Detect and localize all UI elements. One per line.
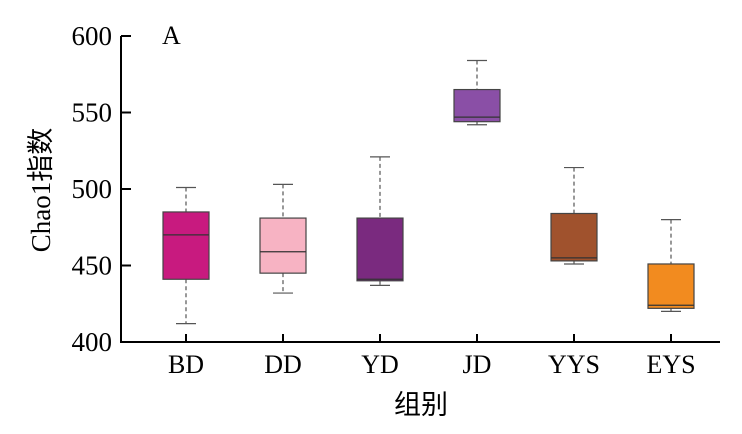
y-tick-label: 450 (72, 251, 113, 281)
y-axis-title: Chao1指数 (26, 128, 56, 253)
iqr-box (259, 217, 307, 274)
box-eys (647, 219, 695, 312)
x-tick-label: DD (264, 350, 302, 379)
x-tick-label: YYS (548, 350, 600, 379)
iqr-box (162, 211, 210, 280)
y-tick-label: 400 (72, 327, 113, 357)
boxes-group (162, 59, 695, 325)
x-tick-label: BD (168, 350, 204, 379)
y-tick-label: 550 (72, 98, 113, 128)
box-bd (162, 186, 210, 325)
y-tick-label: 500 (72, 174, 113, 204)
box-dd (259, 183, 307, 294)
iqr-box (550, 212, 598, 262)
iqr-box (647, 263, 695, 309)
x-tick-label: EYS (646, 350, 695, 379)
iqr-box (356, 217, 404, 282)
box-yd (356, 156, 404, 286)
x-axis-title: 组别 (394, 390, 448, 420)
y-ticks-group: 400 450 500 550 600 (72, 21, 131, 357)
x-tick-label: YD (361, 350, 399, 379)
box-yys (550, 166, 598, 265)
x-tick-label: JD (463, 350, 492, 379)
box-jd (453, 59, 501, 126)
y-tick-label: 600 (72, 21, 113, 51)
panel-label: A (162, 21, 181, 50)
iqr-box (453, 88, 501, 123)
x-ticks-group: BD DD YD JD YYS EYS (168, 334, 696, 379)
